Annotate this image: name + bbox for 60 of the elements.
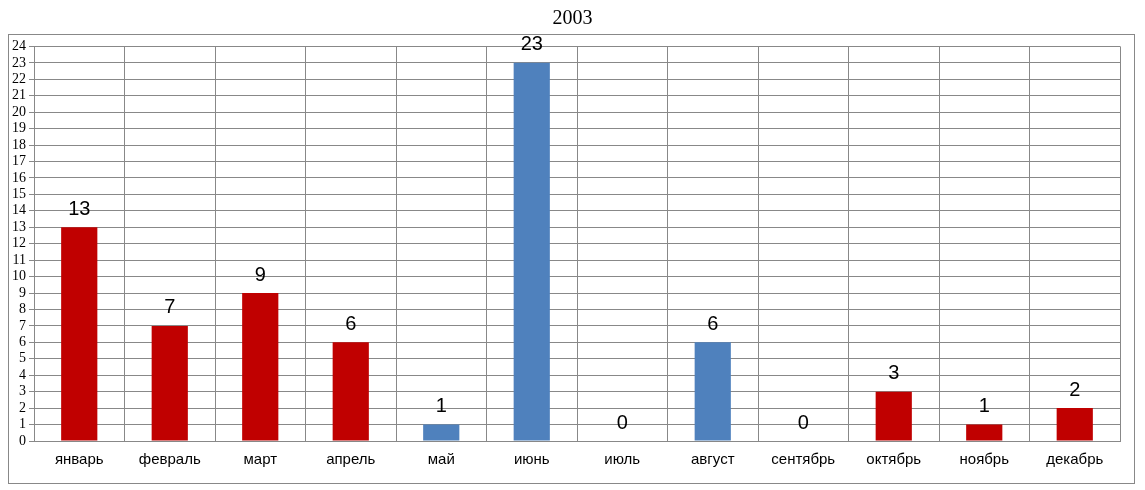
x-tick-label: декабрь: [1046, 450, 1104, 468]
y-tick-label: 21: [12, 87, 26, 103]
data-label: 7: [164, 295, 176, 318]
y-tick-label: 24: [12, 38, 26, 54]
data-label: 6: [345, 311, 357, 334]
data-label: 13: [68, 196, 91, 219]
y-tick-label: 3: [19, 383, 26, 399]
y-tick-label: 10: [12, 268, 26, 284]
y-tick-label: 0: [19, 432, 26, 448]
y-tick-label: 1: [19, 416, 26, 432]
y-tick-label: 8: [19, 301, 26, 317]
y-tick-label: 13: [12, 218, 26, 234]
bar: [61, 227, 98, 441]
x-tick-label: октябрь: [866, 450, 922, 468]
y-tick-label: 2: [19, 399, 26, 415]
y-tick-label: 22: [12, 70, 26, 86]
y-tick-label: 5: [19, 350, 26, 366]
y-tick-label: 20: [12, 103, 26, 119]
x-tick-label: июнь: [513, 450, 550, 468]
x-tick-label: август: [691, 450, 735, 468]
data-label: 9: [254, 262, 266, 285]
y-tick-label: 19: [12, 120, 26, 136]
y-tick-label: 9: [19, 284, 26, 300]
y-tick-label: 23: [12, 54, 26, 70]
y-tick-label: 17: [12, 153, 26, 169]
data-label: 1: [978, 394, 990, 417]
bar: [151, 325, 188, 441]
x-tick-label: май: [427, 450, 455, 468]
data-label: 1: [435, 394, 447, 417]
y-tick-label: 7: [19, 317, 26, 333]
x-tick-label: июль: [604, 450, 641, 468]
y-tick-label: 11: [12, 251, 26, 267]
x-tick-label: апрель: [326, 450, 376, 468]
bar: [332, 342, 369, 441]
data-label: 23: [520, 32, 543, 55]
y-tick-label: 15: [12, 186, 26, 202]
y-tick-label: 16: [12, 169, 26, 185]
chart-title: 2003: [551, 6, 594, 29]
y-tick-label: 18: [12, 136, 26, 152]
data-label: 0: [616, 410, 628, 433]
y-tick-label: 4: [19, 366, 26, 382]
x-tick-label: ноябрь: [959, 450, 1010, 468]
y-tick-label: 12: [12, 235, 26, 251]
y-tick-label: 6: [19, 334, 26, 350]
y-tick-label: 14: [12, 202, 26, 218]
x-tick-label: февраль: [138, 450, 201, 468]
bar: [423, 424, 460, 441]
data-label: 3: [888, 361, 900, 384]
data-label: 2: [1069, 377, 1081, 400]
bar: [1056, 408, 1093, 441]
x-tick-label: сентябрь: [771, 450, 836, 468]
x-tick-label: январь: [54, 450, 104, 468]
data-label: 6: [707, 311, 719, 334]
bar: [875, 391, 912, 441]
bar: [513, 62, 550, 441]
bar: [242, 293, 279, 441]
x-tick-label: март: [243, 450, 278, 468]
bar: [694, 342, 731, 441]
bar: [966, 424, 1003, 441]
data-label: 0: [797, 410, 809, 433]
